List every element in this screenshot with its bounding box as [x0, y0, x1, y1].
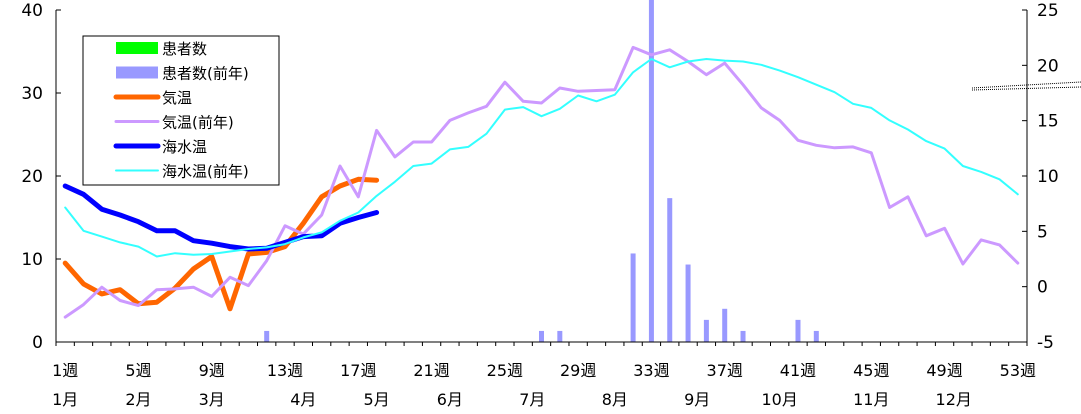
month-label: 3月	[199, 390, 225, 409]
right-tick-label: 10	[1037, 167, 1059, 187]
axes-layer: 0 10 20 30 40 -5 0 5 10 15 20 25 1週 5週 9週 13週 17週 21週 25週 2…	[21, 1, 1058, 409]
right-tick-label: -5	[1037, 333, 1054, 353]
month-label: 5月	[364, 390, 390, 409]
bar	[685, 264, 691, 342]
bar	[539, 330, 544, 342]
x-tick-label: 17週	[340, 361, 376, 380]
bar	[667, 198, 673, 342]
x-tick-label: 49週	[926, 361, 962, 380]
right-tick-label: 15	[1037, 112, 1059, 132]
month-label: 9月	[684, 390, 710, 409]
series-line	[62, 176, 380, 312]
bar	[264, 330, 270, 342]
bar	[648, 0, 654, 342]
series-line	[63, 45, 1020, 319]
bars-layer	[264, 0, 819, 342]
month-label: 7月	[519, 390, 545, 409]
bar	[740, 330, 746, 342]
legend-label: 海水温(前年)	[162, 163, 249, 181]
x-tick-label: 45週	[853, 361, 889, 380]
x-tick-label: 21週	[413, 361, 449, 380]
series-line	[64, 58, 1019, 258]
x-tick-label: 5週	[125, 361, 151, 380]
x-tick-label: 53週	[1000, 361, 1036, 380]
left-tick-label: 20	[21, 167, 43, 187]
x-tick-label: 41週	[780, 361, 816, 380]
left-tick-label: 10	[21, 250, 43, 270]
legend-box	[82, 35, 280, 186]
legend-swatch	[116, 42, 158, 54]
legend-label: 患者数	[162, 40, 207, 58]
month-label: 10月	[761, 390, 797, 409]
bar	[722, 308, 728, 342]
month-label: 1月	[52, 390, 78, 409]
month-label: 2月	[125, 390, 151, 409]
x-tick-label: 33週	[633, 361, 669, 380]
legend-label: 気温	[162, 89, 192, 107]
left-tick-label: 30	[21, 84, 43, 104]
month-label: 12月	[936, 390, 972, 409]
month-label: 4月	[290, 390, 316, 409]
left-tick-label: 40	[21, 1, 43, 21]
bar	[557, 330, 563, 342]
series-line	[62, 183, 380, 252]
right-tick-label: 20	[1037, 56, 1059, 76]
x-tick-label: 13週	[267, 361, 303, 380]
bar	[630, 253, 636, 342]
bar	[795, 319, 801, 342]
legend-swatch	[116, 66, 158, 79]
bar	[703, 319, 709, 342]
month-label: 6月	[437, 390, 463, 409]
x-tick-label: 9週	[199, 361, 225, 380]
right-tick-label: 0	[1037, 278, 1048, 298]
x-tick-label: 25週	[487, 361, 523, 380]
left-tick-label: 0	[32, 333, 43, 353]
annotation-leader-line	[971, 86, 1081, 91]
right-tick-label: 5	[1037, 222, 1048, 242]
month-label: 11月	[853, 390, 889, 409]
lines-layer	[62, 45, 1020, 319]
legend-label: 海水温	[162, 138, 207, 156]
x-tick-label: 1週	[52, 361, 78, 380]
month-label: 8月	[602, 390, 628, 409]
x-tick-label: 37週	[707, 361, 743, 380]
legend-label: 患者数(前年)	[162, 65, 249, 83]
right-tick-label: 25	[1037, 1, 1059, 21]
annotation-leader-line	[971, 81, 1081, 89]
x-tick-label: 29週	[560, 361, 596, 380]
legend-label: 気温(前年)	[162, 114, 234, 132]
bar	[813, 330, 819, 342]
